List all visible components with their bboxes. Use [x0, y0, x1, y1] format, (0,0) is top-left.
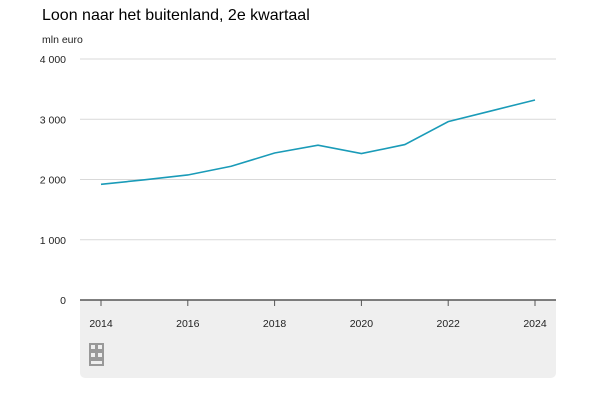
- x-tick-label: 2024: [523, 318, 547, 330]
- x-tick-label: 2020: [350, 318, 374, 330]
- y-tick-label: 0: [60, 295, 66, 307]
- y-tick-label: 3 000: [40, 114, 66, 126]
- x-tick-label: 2018: [263, 318, 287, 330]
- chart-title: Loon naar het buitenland, 2e kwartaal: [42, 7, 310, 24]
- y-axis-unit: mln euro: [42, 34, 83, 46]
- y-tick-label: 1 000: [40, 235, 66, 247]
- cbs-logo: [89, 343, 104, 366]
- x-tick-label: 2022: [437, 318, 461, 330]
- x-tick-label: 2016: [176, 318, 200, 330]
- series-line: [100, 99, 536, 186]
- y-tick-label: 2 000: [40, 175, 66, 187]
- y-tick-label: 4 000: [40, 54, 66, 66]
- x-tick-label: 2014: [89, 318, 113, 330]
- x-axis-panel: [80, 300, 556, 378]
